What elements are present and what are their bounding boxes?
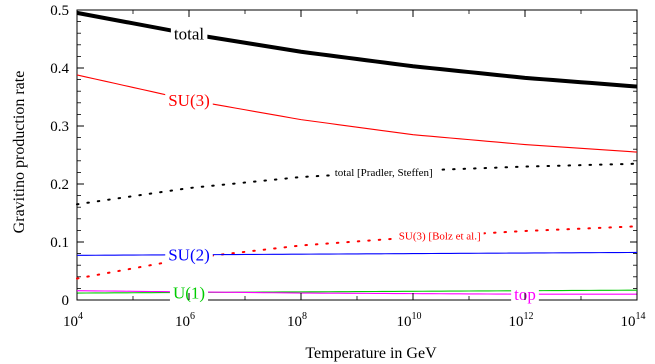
series-label-background [331,167,436,180]
x-tick-label: 1014 [621,311,646,330]
series-label-background [169,283,209,303]
series-label-0: total [174,25,204,44]
x-tick-exponent: 12 [524,311,534,322]
plot-area-border [76,9,638,301]
y-axis-title: Gravitino production rate [11,71,28,234]
series-layer [76,10,638,295]
x-tick-exponent: 10 [412,311,422,322]
series-label-background [165,90,213,110]
series-label-1: SU(3) [168,91,210,110]
series-label-background [395,230,484,243]
y-tick-label: 0.4 [50,61,69,77]
series-line-0 [76,10,638,89]
x-tick-exponent: 8 [302,311,307,322]
label-layer: total SU(3) total [Pradler, Steffen] SU(3) … [165,24,539,305]
series-line-1 [76,74,638,153]
y-tick-label: 0.3 [50,119,69,135]
x-tick-base: 10 [175,314,190,330]
x-axis-title: Temperature in GeV [305,345,437,362]
series-line-4 [76,251,638,256]
x-tick-base: 10 [63,314,78,330]
series-label-background [170,24,208,44]
y-tick-label: 0.1 [50,235,69,251]
x-tick-label: 108 [287,311,307,330]
plot-frame [76,9,638,301]
series-label-background [165,245,213,265]
x-tick-exponent: 6 [190,311,195,322]
y-tick-label: 0.5 [50,3,69,19]
series-label-2: total [Pradler, Steffen] [335,167,433,179]
series-label-5: U(1) [173,283,205,302]
series-line-2 [76,162,638,206]
x-tick-base: 10 [621,314,636,330]
x-tick-base: 10 [287,314,302,330]
x-tick-label: 106 [175,311,195,330]
series-label-4: SU(2) [168,246,210,265]
y-tick-label: 0.2 [50,177,69,193]
x-tick-label: 1012 [509,311,534,330]
x-tick-base: 10 [509,314,524,330]
x-tick-exponent: 4 [78,311,83,322]
series-label-3: SU(3) [Bolz et al.] [399,231,481,243]
x-tick-exponent: 14 [636,311,646,322]
x-tick-label: 1010 [397,311,422,330]
x-tick-label: 104 [63,311,83,330]
y-tick-label: 0 [62,293,70,309]
x-tick-base: 10 [397,314,412,330]
